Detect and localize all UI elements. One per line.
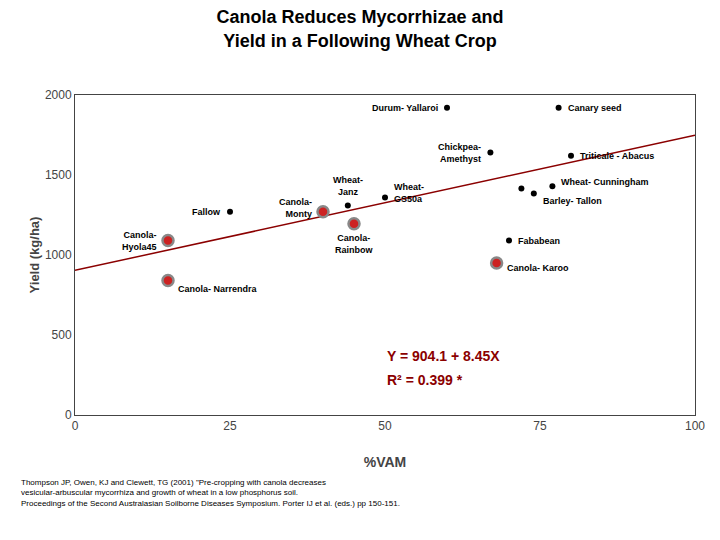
svg-text:1000: 1000 <box>45 248 72 262</box>
svg-text:Fallow: Fallow <box>192 207 221 217</box>
svg-text:500: 500 <box>52 328 72 342</box>
svg-text:0: 0 <box>65 408 72 422</box>
svg-text:Canola-Monty: Canola-Monty <box>279 197 312 219</box>
svg-text:Canary seed: Canary seed <box>568 103 622 113</box>
svg-text:Canola- Narrendra: Canola- Narrendra <box>178 284 258 294</box>
svg-text:50: 50 <box>378 419 392 433</box>
svg-text:Canola- Karoo: Canola- Karoo <box>507 263 569 273</box>
svg-text:Fababean: Fababean <box>518 236 560 246</box>
svg-text:75: 75 <box>533 419 547 433</box>
svg-text:100: 100 <box>685 419 705 433</box>
svg-text:Chickpea-Amethyst: Chickpea-Amethyst <box>438 142 481 164</box>
svg-text:1500: 1500 <box>45 168 72 182</box>
svg-text:0: 0 <box>72 419 79 433</box>
svg-text:Barley- Tallon: Barley- Tallon <box>543 196 602 206</box>
svg-text:Wheat-GS50a: Wheat-GS50a <box>394 182 424 204</box>
svg-text:Canola-Rainbow: Canola-Rainbow <box>335 233 373 255</box>
svg-text:25: 25 <box>223 419 237 433</box>
svg-text:Thompson JP, Owen, KJ and Clew: Thompson JP, Owen, KJ and Clewett, TG (2… <box>21 478 400 508</box>
svg-text:Y = 904.1 + 8.45X: Y = 904.1 + 8.45X <box>387 348 500 364</box>
svg-text:Wheat- Cunningham: Wheat- Cunningham <box>561 177 649 187</box>
svg-text:Wheat-Janz: Wheat-Janz <box>333 175 363 197</box>
svg-text:Canola Reduces Mycorrhizae and: Canola Reduces Mycorrhizae andYield in a… <box>216 7 503 50</box>
svg-text:Durum- Yallaroi: Durum- Yallaroi <box>372 103 438 113</box>
svg-text:R² = 0.399 *: R² = 0.399 * <box>387 372 463 388</box>
svg-text:Canola-Hyola45: Canola-Hyola45 <box>122 230 157 252</box>
svg-text:Triticale - Abacus: Triticale - Abacus <box>580 151 654 161</box>
svg-text:Yield (kg/ha): Yield (kg/ha) <box>27 217 42 294</box>
svg-text:%VAM: %VAM <box>364 454 407 470</box>
svg-text:2000: 2000 <box>45 88 72 102</box>
